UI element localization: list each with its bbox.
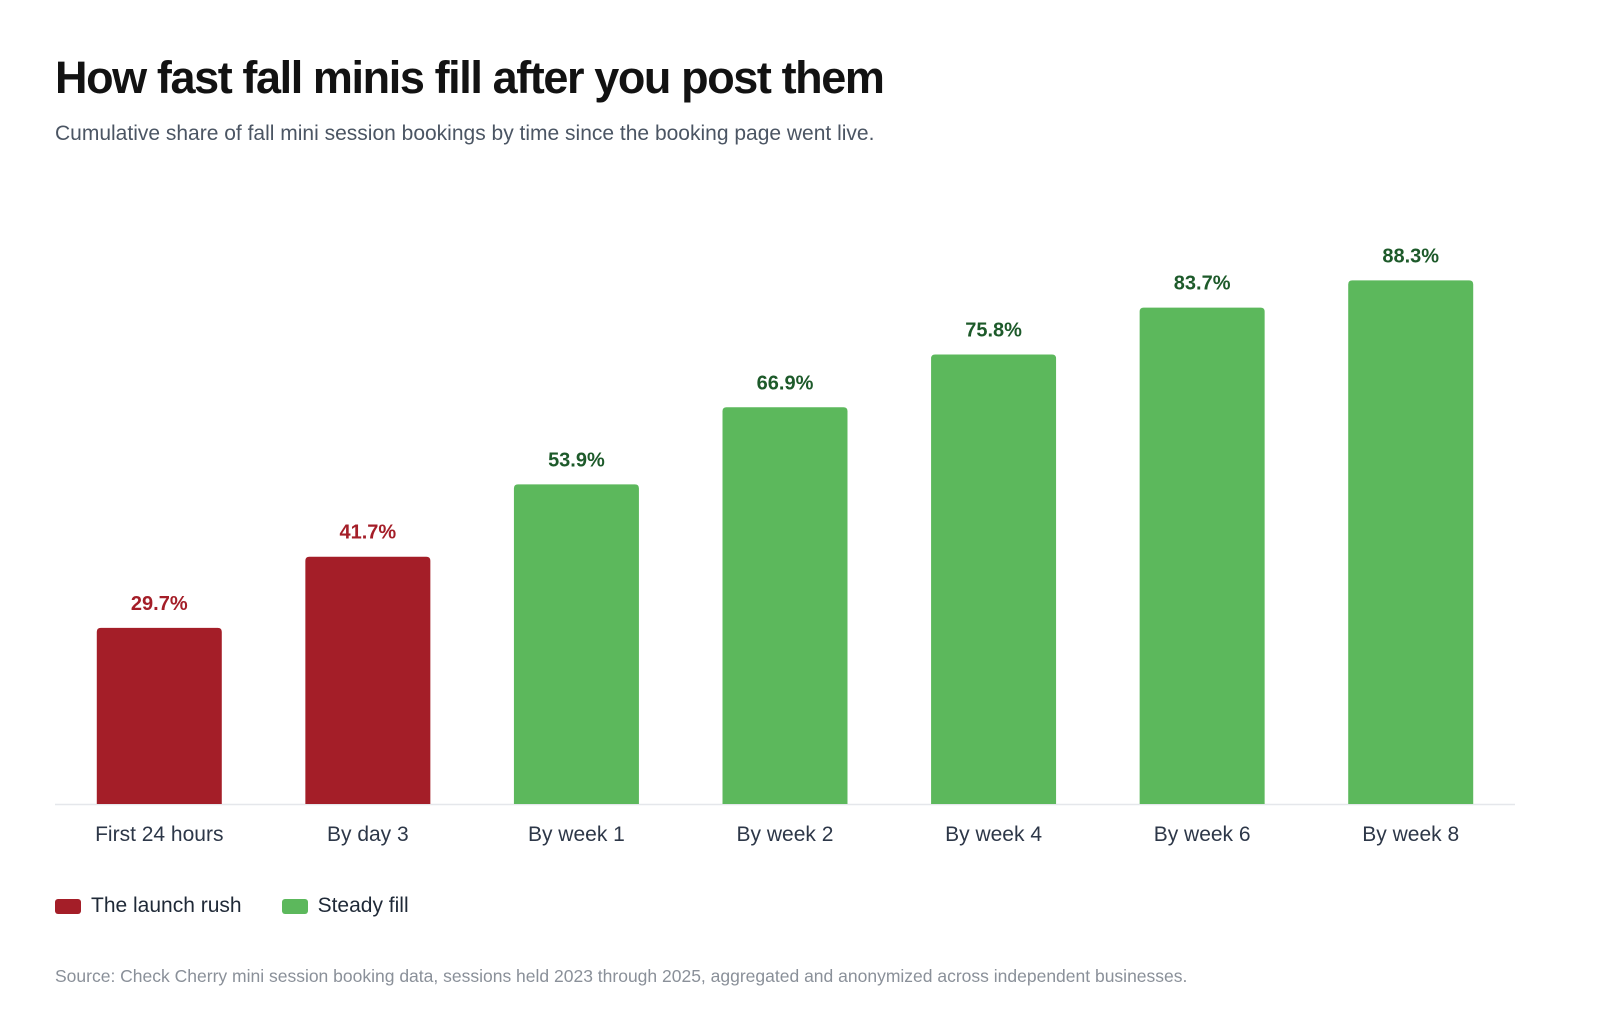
chart-legend: The launch rush Steady fill [55,894,409,918]
bar-value-label: 75.8% [965,320,1022,342]
bar [513,484,639,804]
legend-label-launch-rush: The launch rush [91,894,242,917]
x-tick-label: By week 6 [1154,823,1251,846]
bar [1348,280,1474,805]
x-tick-label: By week 8 [1362,823,1459,846]
legend-label-steady-fill: Steady fill [317,894,409,917]
chart-title: How fast fall minis fill after you post … [55,52,885,103]
source-note: Source: Check Cherry mini session bookin… [55,966,1188,986]
legend-swatch-launch-rush [55,898,81,914]
bar [722,407,848,804]
bar-value-label: 83.7% [1174,273,1231,295]
bar-chart: 29.7% First 24 hours 41.7% By day 3 53.9% By … [55,245,1515,846]
bar [305,556,431,804]
bar-value-label: 66.9% [757,372,814,394]
bar [931,354,1057,804]
x-tick-label: By week 4 [945,823,1042,846]
legend-item-steady-fill: Steady fill [281,894,409,918]
bar-value-label: 29.7% [131,593,188,615]
bar [96,627,222,804]
bar-value-label: 53.9% [548,449,605,471]
x-tick-label: By week 1 [528,823,625,846]
x-tick-label: By week 2 [737,823,834,846]
bar [1139,307,1265,804]
x-tick-label: By day 3 [327,823,409,846]
legend-item-launch-rush: The launch rush [55,894,242,918]
legend-swatch-steady-fill [281,898,308,914]
x-tick-label: First 24 hours [95,823,223,846]
bar-value-label: 41.7% [339,522,396,544]
bar-value-label: 88.3% [1382,245,1439,267]
chart-subtitle: Cumulative share of fall mini session bo… [55,122,875,145]
